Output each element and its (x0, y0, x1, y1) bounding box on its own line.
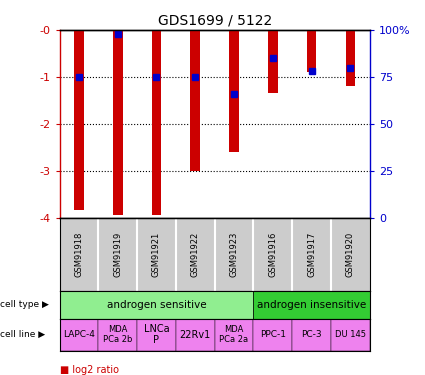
Bar (137, 319, 176, 351)
Text: MDA
PCa 2b: MDA PCa 2b (103, 325, 132, 344)
Bar (268, 30, 278, 93)
Bar (190, 30, 200, 171)
Bar (176, 319, 215, 351)
Text: LAPC-4: LAPC-4 (63, 330, 95, 339)
Text: GSM91920: GSM91920 (346, 231, 355, 277)
Bar (74, 30, 84, 210)
Bar (307, 30, 317, 72)
Text: GSM91919: GSM91919 (113, 231, 122, 277)
Bar (60, 291, 253, 319)
Text: androgen sensitive: androgen sensitive (107, 300, 206, 310)
Text: 22Rv1: 22Rv1 (180, 330, 211, 340)
Text: cell line ▶: cell line ▶ (0, 330, 45, 339)
Bar (98, 319, 137, 351)
Bar (331, 319, 370, 351)
Text: PPC-1: PPC-1 (260, 330, 286, 339)
Bar (292, 319, 331, 351)
Text: GSM91923: GSM91923 (230, 231, 238, 277)
Text: GSM91921: GSM91921 (152, 231, 161, 277)
Text: GSM91916: GSM91916 (268, 231, 277, 277)
Bar (60, 319, 98, 351)
Bar (346, 30, 355, 86)
Bar (253, 319, 292, 351)
Bar (215, 319, 253, 351)
Title: GDS1699 / 5122: GDS1699 / 5122 (158, 13, 272, 27)
Text: GSM91918: GSM91918 (74, 231, 83, 277)
Bar (113, 30, 122, 215)
Text: MDA
PCa 2a: MDA PCa 2a (219, 325, 249, 344)
Bar (253, 291, 370, 319)
Bar (152, 30, 162, 215)
Text: GSM91922: GSM91922 (191, 231, 200, 277)
Text: LNCa
P: LNCa P (144, 324, 169, 345)
Text: cell type ▶: cell type ▶ (0, 300, 49, 309)
Text: androgen insensitive: androgen insensitive (257, 300, 366, 310)
Bar (229, 30, 239, 152)
Text: ■ log2 ratio: ■ log2 ratio (60, 365, 119, 375)
Text: DU 145: DU 145 (335, 330, 366, 339)
Text: PC-3: PC-3 (301, 330, 322, 339)
Text: GSM91917: GSM91917 (307, 231, 316, 277)
